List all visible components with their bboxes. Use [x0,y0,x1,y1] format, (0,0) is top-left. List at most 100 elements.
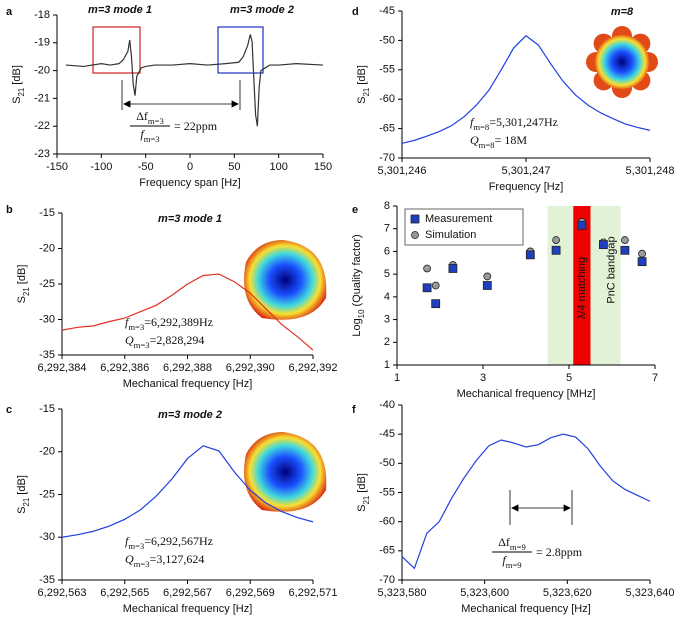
y-tick-label: -55 [379,486,395,498]
x-tick-label: 5,301,248 [626,165,675,177]
annotation-part: =3,127,624 [150,552,205,566]
annotation-part: m=8 [473,122,489,132]
y-axis-label-part: 21 [22,287,31,296]
y-axis-label-part: 21 [362,495,371,504]
x-axis-label: Mechanical frequency [MHz] [457,388,596,400]
y-tick-label: -55 [379,64,395,76]
mode-label: m=3 mode 2 [230,4,294,16]
x-tick-label: 5 [566,372,572,384]
annotation-part: m=8 [479,140,495,150]
fraction-denominator-part: m=3 [144,134,160,144]
point [621,236,629,244]
panel-letter: f [352,404,356,416]
x-tick-label: 6,292,384 [38,362,87,374]
annotation-part: f [125,534,130,548]
fraction-denominator-part: m=9 [506,560,522,570]
fraction-numerator-part: m=9 [510,542,526,552]
y-tick-label: 1 [384,359,390,371]
x-tick-label: 5,301,246 [378,165,427,177]
y-axis-label-part: (Quality factor) [351,234,363,309]
mode-shape-inset [244,432,327,512]
band-label: PnC bandgap [606,236,618,303]
legend-box [404,208,524,246]
y-tick-label: -23 [34,148,50,160]
y-axis-label-part: [dB] [16,475,28,498]
y-axis-label-part: 21 [17,87,26,96]
y-tick-label: -50 [379,34,395,46]
band [573,206,591,365]
panel-letter: a [6,6,13,18]
y-tick-label: 7 [384,223,390,235]
fraction-result: = 2.8ppm [536,545,583,559]
x-tick-label: 5,323,600 [460,587,509,599]
y-tick-label: -19 [34,37,50,49]
fraction-numerator: Δfm=3 [136,109,164,126]
y-axis-label-part: S [356,505,368,512]
annotation: Qm=3=2,828,294 [125,333,204,350]
y-axis-label: S21 [dB] [11,65,26,104]
y-tick-label: -70 [379,152,395,164]
y-tick-label: -50 [379,457,395,469]
x-tick-label: 100 [269,161,287,173]
x-tick-label: 6,292,567 [163,587,212,599]
x-axis-label: Mechanical frequency [Hz] [461,603,591,615]
y-tick-label: -20 [39,446,55,458]
annotation-part: f [470,115,475,129]
annotation-part: =5,301,247Hz [489,115,558,129]
point [431,281,440,290]
panel-title: m=3 mode 1 [158,213,222,225]
y-axis-label-part: S [16,296,28,303]
y-tick-label: -45 [379,428,395,440]
fraction-numerator-part: m=3 [148,116,164,126]
point [423,264,432,273]
y-tick-label: -20 [39,242,55,254]
x-tick-label: 6,292,390 [226,362,275,374]
y-tick-label: -65 [379,545,395,557]
annotation-part: = 18M [495,133,528,147]
y-axis-label-part: 21 [362,87,371,96]
annotation-part: =6,292,389Hz [144,315,213,329]
y-tick-label: -22 [34,120,50,132]
y-axis-label-part: S [16,507,28,514]
y-axis-label-part: S [11,97,23,104]
y-tick-label: -20 [34,65,50,77]
fraction-denominator: fm=3 [140,127,159,144]
y-axis-label: S21 [dB] [16,265,31,304]
y-tick-label: -15 [39,403,55,415]
x-tick-label: 0 [187,161,193,173]
y-axis-label: Log10 (Quality factor) [351,234,366,336]
annotation: Qm=8= 18M [470,133,527,150]
point [552,236,560,244]
point [422,283,432,293]
panel-letter: c [6,404,12,416]
legend-label: Simulation [425,229,476,241]
x-tick-label: 3 [480,372,486,384]
y-tick-label: 8 [384,200,390,212]
y-axis-label-part: [dB] [16,265,28,288]
annotation-part: f [125,315,130,329]
x-tick-label: 1 [394,372,400,384]
y-axis-label-part: 10 [357,309,366,318]
panel-title: m=3 mode 2 [158,409,222,421]
legend-label: Measurement [425,213,492,225]
y-axis-label-part: Log [351,318,363,336]
y-tick-label: -25 [39,278,55,290]
fraction-denominator: fm=9 [502,553,521,570]
y-tick-label: 3 [384,313,390,325]
point [620,245,630,255]
point [551,245,561,255]
y-tick-label: 2 [384,336,390,348]
fraction-result: = 22ppm [174,119,218,133]
y-tick-label: -65 [379,123,395,135]
x-tick-label: 6,292,392 [289,362,338,374]
annotation-part: m=3 [134,340,150,350]
panel-letter: b [6,204,13,216]
y-tick-label: -18 [34,9,50,21]
annotation-part: m=3 [128,322,144,332]
point [637,257,647,267]
point [599,240,608,250]
y-tick-label: -60 [379,516,395,528]
y-tick-label: -40 [379,399,395,411]
x-tick-label: 6,292,565 [100,587,149,599]
band-label: λ/4 matching [576,257,588,319]
